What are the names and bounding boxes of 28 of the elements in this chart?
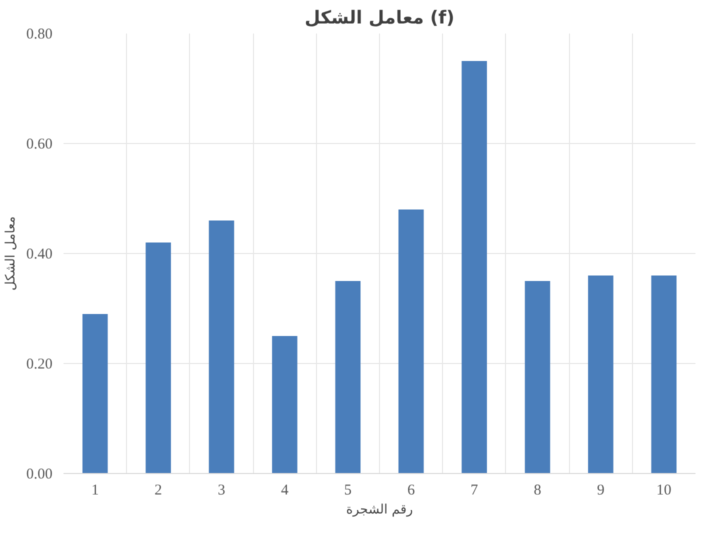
y-tick-label: 0.40 [26,246,52,262]
bar [588,276,614,474]
bar [208,220,234,474]
x-tick-label: 3 [218,482,226,498]
x-tick-label: 2 [154,482,162,498]
x-axis-title: رقم الشجرة [346,502,413,518]
chart-title: معامل الشكل (f) [304,8,454,28]
bar [272,336,298,474]
x-tick-label: 8 [534,482,542,498]
y-tick-label: 0.00 [26,466,52,482]
x-tick-label: 7 [470,482,479,498]
bar [146,242,171,474]
x-tick-label: 6 [407,482,416,498]
bar [524,281,550,474]
x-tick-label: 10 [656,482,672,498]
y-tick-label: 0.60 [26,136,52,152]
y-axis-title: معامل الشكل [3,216,18,291]
x-tick-label: 5 [344,482,352,498]
y-tick-label: 0.80 [26,26,52,42]
x-tick-label: 9 [596,482,604,498]
bar [335,281,361,474]
bar [398,210,424,474]
bar [462,61,487,474]
x-tick-label: 4 [280,482,289,498]
bar [651,276,677,474]
x-tick-label: 1 [91,482,99,498]
bar [82,314,108,474]
y-tick-label: 0.20 [26,356,52,372]
